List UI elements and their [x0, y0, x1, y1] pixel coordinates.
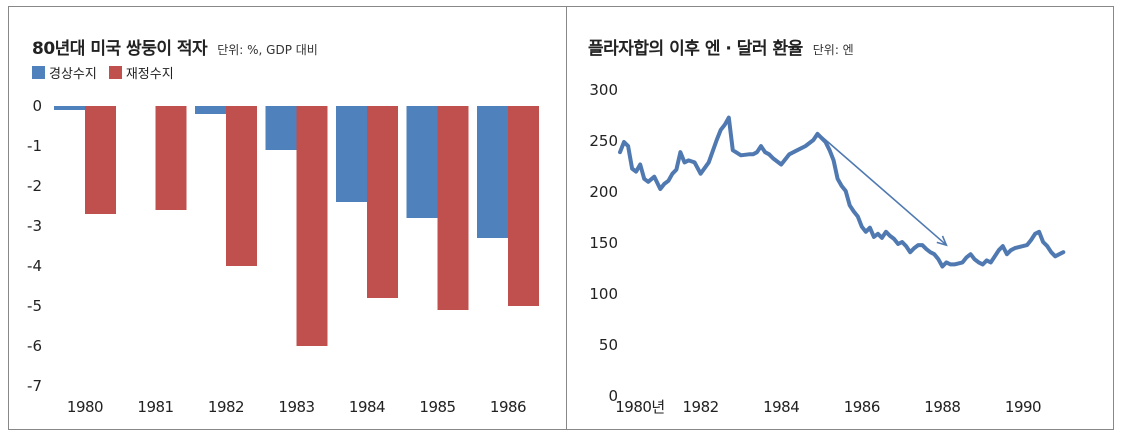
- bar-y-tick-label: -5: [27, 297, 42, 315]
- bar-current-account-1983: [265, 106, 297, 150]
- bar-x-tick-label: 1982: [208, 398, 244, 416]
- bar-current-account-1980: [54, 106, 85, 110]
- bar-fiscal-balance-1982: [226, 106, 257, 266]
- bar-y-tick-label: -6: [27, 337, 42, 355]
- line-y-tick-label: 150: [589, 234, 618, 252]
- line-x-tick-label: 1988: [924, 398, 960, 416]
- bar-x-tick-label: 1981: [137, 398, 173, 416]
- exchange-rate-line: [618, 115, 1066, 269]
- trend-arrow-line: [816, 132, 947, 246]
- bar-x-tick-label: 1986: [490, 398, 526, 416]
- right-chart-title-row: 플라자합의 이후 엔 · 달러 환율 단위: 엔: [588, 34, 854, 59]
- bar-y-tick-label: 0: [32, 97, 42, 115]
- bar-fiscal-balance-1985: [437, 106, 469, 310]
- line-y-tick-label: 0: [608, 387, 618, 405]
- bar-y-tick-label: -7: [27, 377, 42, 395]
- bar-current-account-1985: [406, 106, 438, 218]
- bar-x-tick-label: 1984: [349, 398, 385, 416]
- bar-fiscal-balance-1986: [508, 106, 539, 306]
- line-y-tick-label: 300: [589, 81, 618, 99]
- panel-divider: [566, 6, 567, 430]
- legend-label-fiscal-balance: 재정수지: [125, 67, 174, 82]
- bar-y-tick-label: -2: [27, 177, 42, 195]
- chart-frame: [8, 6, 1114, 430]
- legend-item-current-account: 경상수지: [32, 63, 97, 82]
- bar-fiscal-balance-1981: [155, 106, 187, 210]
- line-x-tick-label: 1990: [1005, 398, 1041, 416]
- line-x-tick-label: 1980년: [615, 398, 664, 416]
- bar-current-account-1982: [195, 106, 226, 114]
- line-x-tick-label: 1982: [683, 398, 719, 416]
- bar-y-tick-label: -3: [27, 217, 42, 235]
- line-y-tick-label: 250: [589, 132, 618, 150]
- legend-swatch-current-account: [32, 66, 45, 79]
- legend-swatch-fiscal-balance: [108, 66, 122, 79]
- bar-x-tick-label: 1980: [67, 398, 103, 416]
- bar-chart: 0 -1 -2 -3 -4 -5 -6 -7 1980 1981 1982 1983 1984 1985 1…: [27, 97, 539, 416]
- bar-fiscal-balance-1983: [296, 106, 328, 346]
- legend-label-current-account: 경상수지: [49, 67, 97, 82]
- line-y-tick-label: 200: [589, 183, 618, 201]
- line-y-tick-label: 50: [599, 336, 618, 354]
- left-chart-title: 80년대 미국 쌍둥이 적자: [32, 39, 208, 59]
- legend-item-fiscal-balance: 재정수지: [108, 63, 174, 82]
- bar-fiscal-balance-1984: [367, 106, 398, 298]
- bar-fiscal-balance-1980: [85, 106, 116, 214]
- trend-arrow-head: [936, 235, 948, 247]
- line-x-tick-label: 1984: [763, 398, 799, 416]
- left-chart-title-row: 80년대 미국 쌍둥이 적자 단위: %, GDP 대비: [32, 34, 318, 59]
- bar-current-account-1986: [477, 106, 508, 238]
- line-x-tick-label: 1986: [844, 398, 880, 416]
- bar-y-tick-label: -4: [27, 257, 42, 275]
- right-chart-title: 플라자합의 이후 엔 · 달러 환율: [588, 39, 803, 59]
- bar-x-tick-label: 1985: [419, 398, 455, 416]
- bar-y-tick-label: -1: [27, 137, 42, 155]
- bar-x-tick-label: 1983: [278, 398, 314, 416]
- line-y-tick-label: 100: [589, 285, 618, 303]
- right-chart-unit: 단위: 엔: [812, 43, 854, 57]
- bar-current-account-1984: [336, 106, 367, 202]
- left-chart-unit: 단위: %, GDP 대비: [217, 43, 318, 57]
- left-chart-legend: 경상수지 재정수지: [32, 63, 186, 82]
